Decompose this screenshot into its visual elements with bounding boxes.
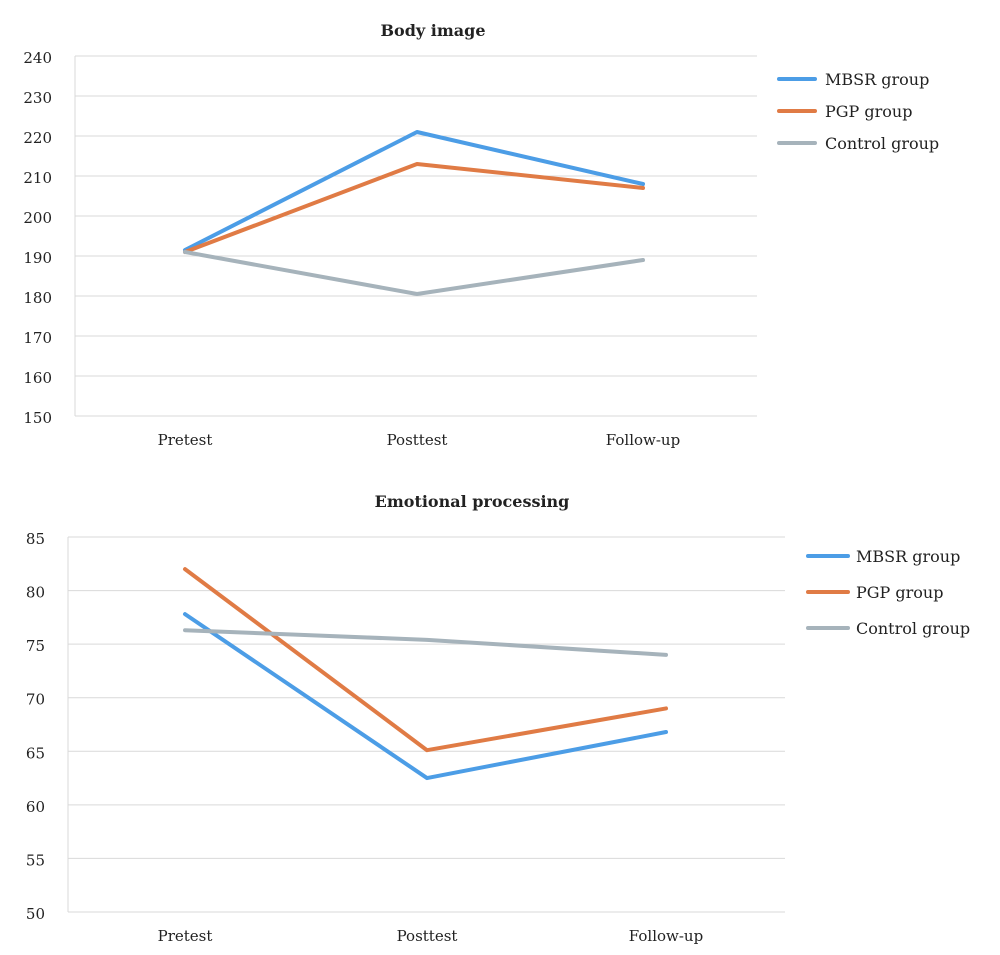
y-tick-label: 210: [23, 169, 52, 187]
y-tick-label: 85: [26, 530, 45, 548]
y-tick-label: 170: [23, 329, 52, 347]
series-line: [183, 250, 645, 296]
y-tick-label: 190: [23, 249, 52, 267]
legend-label: PGP group: [856, 583, 943, 602]
x-tick-label: Follow-up: [629, 927, 703, 945]
y-tick-label: 240: [23, 49, 52, 67]
y-tick-label: 220: [23, 129, 52, 147]
y-tick-label: 180: [23, 289, 52, 307]
emotional-processing-chart: Emotional processing 50 55 60 65 70 75 80 85 Pret…: [26, 492, 970, 945]
legend-label: PGP group: [825, 102, 912, 121]
y-tick-label: 80: [26, 584, 45, 602]
x-tick-label: Pretest: [158, 431, 213, 449]
series-line: [183, 628, 668, 657]
y-tick-label: 60: [26, 798, 45, 816]
chart-title: Body image: [381, 21, 486, 40]
body-image-chart: Body image 150 160 170 180 190 200 210 220 230 240…: [23, 21, 939, 449]
legend-label: Control group: [856, 619, 970, 638]
x-tick-label: Posttest: [387, 431, 448, 449]
y-tick-label: 230: [23, 89, 52, 107]
series-line: [183, 612, 668, 781]
y-tick-label: 150: [23, 409, 52, 427]
x-tick-label: Pretest: [158, 927, 213, 945]
x-tick-label: Posttest: [397, 927, 458, 945]
y-tick-label: 160: [23, 369, 52, 387]
y-tick-label: 50: [26, 905, 45, 923]
x-tick-label: Follow-up: [606, 431, 680, 449]
series-line: [183, 567, 668, 753]
y-tick-label: 75: [26, 637, 45, 655]
y-tick-label: 200: [23, 209, 52, 227]
y-tick-label: 65: [26, 744, 45, 762]
series-line: [183, 162, 645, 254]
legend-label: MBSR group: [825, 70, 929, 89]
y-tick-label: 55: [26, 851, 45, 869]
series-line: [183, 130, 645, 252]
legend-label: MBSR group: [856, 547, 960, 566]
legend-label: Control group: [825, 134, 939, 153]
y-tick-label: 70: [26, 691, 45, 709]
chart-title: Emotional processing: [375, 492, 570, 511]
